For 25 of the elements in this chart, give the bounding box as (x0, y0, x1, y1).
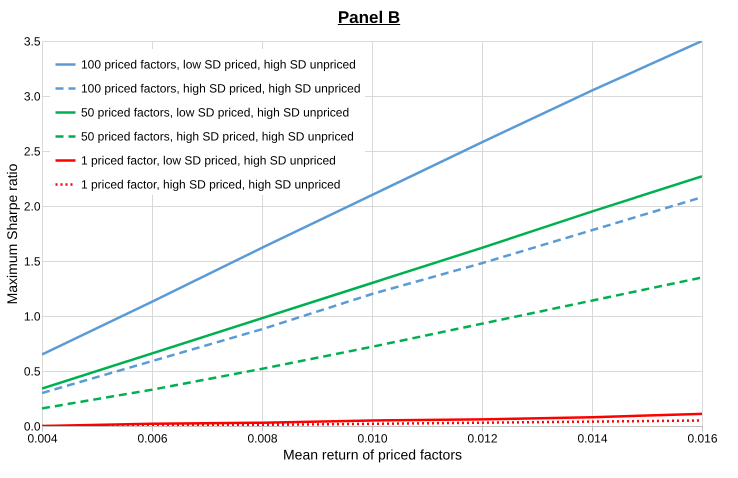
y-tick-label: 2.5 (24, 144, 41, 158)
chart-title: Panel B (336, 8, 402, 29)
x-tick-label: 0.014 (577, 432, 608, 446)
legend-label: 50 priced factors, low SD priced, high SD unpriced (81, 106, 350, 120)
x-tick-label: 0.008 (247, 432, 278, 446)
legend-label: 1 priced factor, low SD priced, high SD unpriced (81, 154, 336, 168)
x-tick-label: 0.004 (27, 432, 58, 446)
legend-label: 50 priced factors, high SD priced, high SD unpriced (81, 130, 354, 144)
line-series (42, 276, 702, 410)
y-tick-label: 2.0 (24, 200, 41, 214)
x-tick-label: 0.006 (137, 432, 168, 446)
x-tick-label: 0.010 (357, 432, 388, 446)
y-tick-label: 1.5 (24, 254, 41, 268)
y-axis-title: Maximum Sharpe ratio (4, 163, 20, 304)
y-tick-label: 0.5 (24, 364, 41, 378)
legend-label: 1 priced factor, high SD priced, high SD unpriced (81, 178, 340, 192)
legend-label: 100 priced factors, low SD priced, high SD unpriced (81, 58, 356, 72)
y-tick-label: 3.5 (24, 34, 41, 48)
y-tick-label: 1.0 (24, 310, 41, 324)
x-axis-title: Mean return of priced factors (283, 446, 462, 462)
legend-label: 100 priced factors, high SD priced, high SD unpriced (81, 82, 360, 96)
x-tick-label: 0.012 (467, 432, 498, 446)
y-tick-label: 0.0 (24, 420, 41, 434)
y-tick-label: 3.0 (24, 90, 41, 104)
x-tick-label: 0.016 (687, 432, 718, 446)
